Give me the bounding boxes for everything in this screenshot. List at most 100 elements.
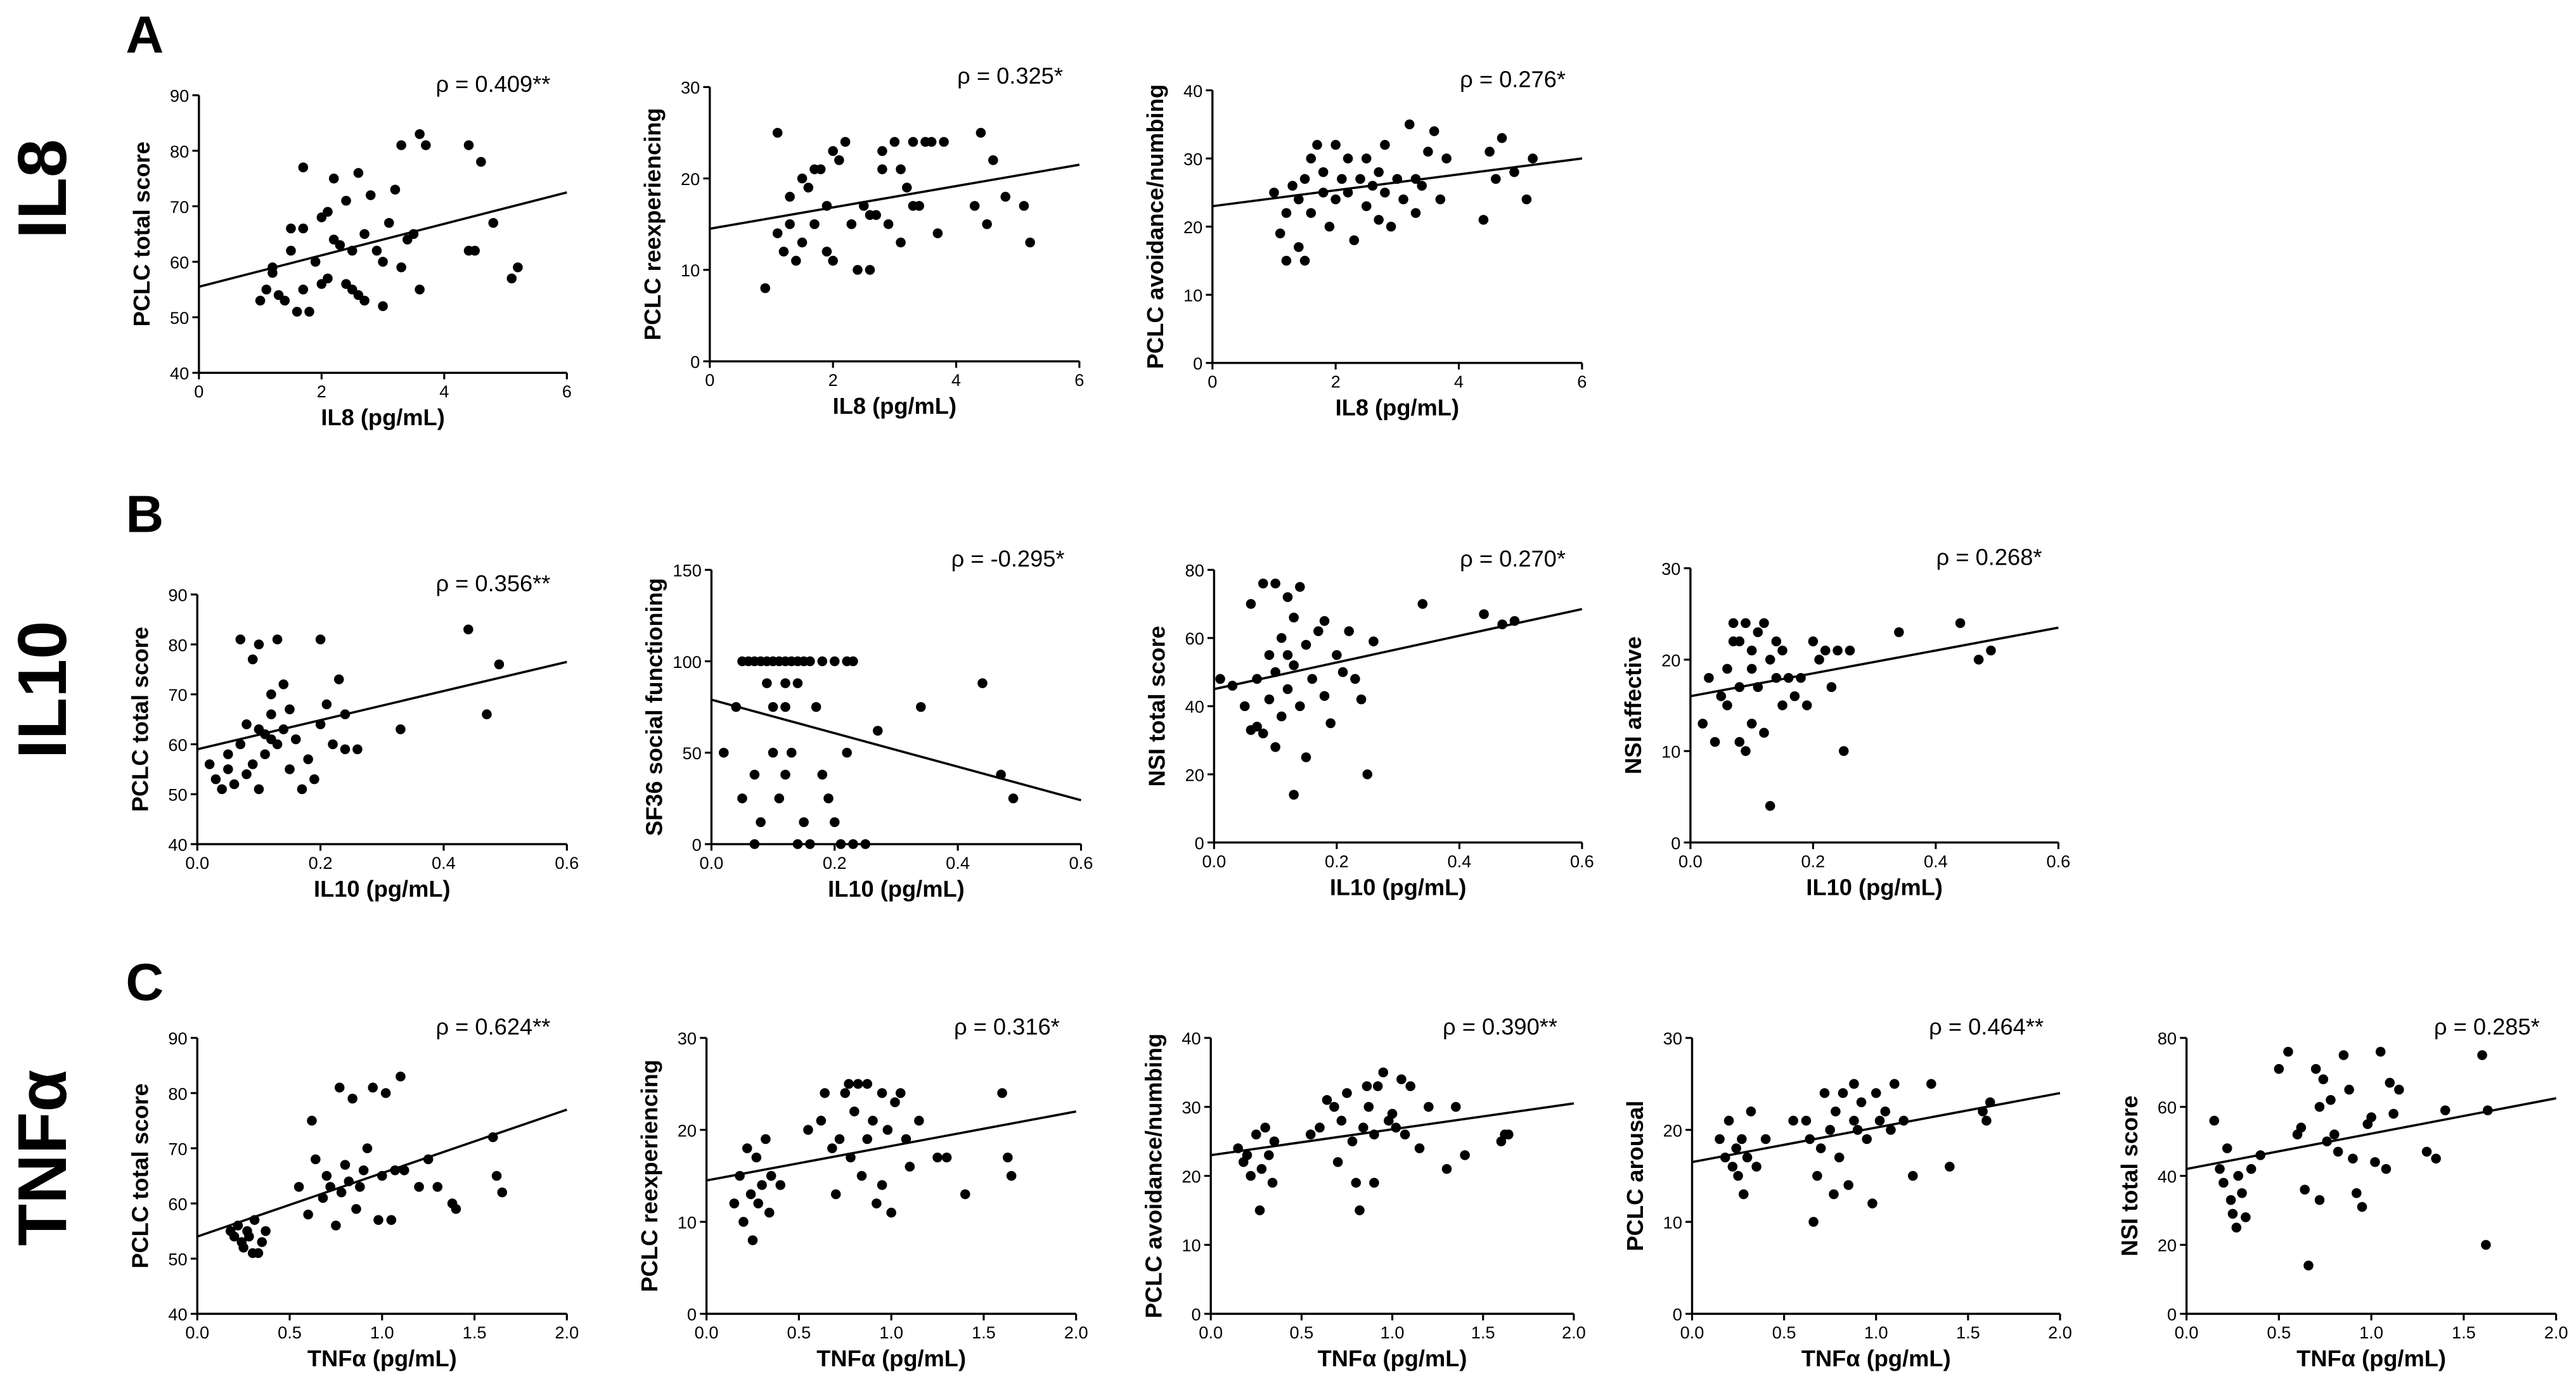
- y-tick-label: 40: [1182, 1029, 1201, 1048]
- data-point: [335, 240, 345, 250]
- data-point: [842, 747, 852, 758]
- data-point: [1355, 1205, 1365, 1215]
- data-point: [292, 307, 302, 317]
- data-point: [1299, 174, 1310, 184]
- data-point: [1215, 674, 1225, 684]
- y-tick-label: 30: [1661, 559, 1680, 579]
- data-point: [835, 839, 846, 849]
- data-point: [2329, 1129, 2340, 1139]
- data-point: [792, 839, 803, 849]
- data-point: [1722, 700, 1732, 710]
- data-point: [1350, 674, 1360, 684]
- data-point: [780, 678, 790, 688]
- data-point: [901, 1134, 911, 1144]
- data-point: [908, 137, 918, 147]
- data-point: [1332, 650, 1342, 660]
- annotation: ρ = 0.276*: [1460, 66, 1566, 92]
- data-point: [373, 1215, 383, 1225]
- chart-panel: 0.0 0.5 1.0 1.5 2.0 0 10 20 30 TNFα (pg/mL) PCLC r…: [636, 1014, 1088, 1371]
- data-point: [1319, 691, 1330, 701]
- y-tick-label: 0: [1195, 833, 1204, 853]
- data-point: [872, 1198, 882, 1208]
- data-point: [768, 747, 778, 758]
- x-tick-label: 1.5: [972, 1323, 996, 1342]
- data-point: [753, 1198, 764, 1208]
- data-point: [267, 267, 278, 278]
- data-point: [745, 1189, 756, 1200]
- data-point: [1417, 599, 1428, 609]
- data-point: [2310, 1064, 2321, 1074]
- data-point: [217, 784, 227, 795]
- chart-panel: 0.0 0.5 1.0 1.5 2.0 0 10 20 30 40 TNFα (pg/mL) PCLC…: [1140, 1014, 1585, 1371]
- y-tick-label: 50: [168, 785, 187, 805]
- y-axis-label: PCLC reexperiencing: [640, 108, 666, 340]
- trend-line: [1212, 157, 1583, 208]
- data-point: [266, 734, 276, 745]
- data-point: [834, 155, 844, 165]
- data-point: [310, 257, 321, 267]
- data-point: [1318, 167, 1329, 177]
- data-point: [2314, 1101, 2325, 1112]
- data-point: [803, 183, 814, 193]
- data-point: [768, 702, 778, 712]
- y-tick-label: 70: [168, 685, 187, 705]
- data-point: [298, 162, 309, 172]
- y-tick-label: 20: [1663, 1120, 1682, 1140]
- data-point: [1739, 1189, 1749, 1200]
- data-point: [491, 1170, 502, 1181]
- data-point: [1722, 663, 1732, 674]
- x-tick-label: 1.5: [463, 1323, 487, 1342]
- row-label: TNFα: [4, 1070, 81, 1246]
- data-point: [1361, 201, 1372, 212]
- data-point: [2303, 1260, 2314, 1271]
- chart-panel: 0.0 0.2 0.4 0.6 0 20 40 60 80 IL10 (pg/mL) NSI tot…: [1144, 546, 1594, 900]
- data-point: [1362, 1081, 1372, 1091]
- x-tick-label: 6: [1074, 370, 1084, 390]
- data-point: [1981, 1115, 1992, 1126]
- y-tick-label: 40: [168, 1305, 187, 1324]
- data-point: [1838, 1088, 1848, 1098]
- y-axis-label: PCLC avoidance/numbing: [1140, 1034, 1166, 1318]
- data-point: [2348, 1153, 2358, 1164]
- data-point: [1509, 167, 1519, 177]
- data-point: [2388, 1108, 2399, 1119]
- data-point: [932, 228, 943, 238]
- x-tick-label: 2.0: [1064, 1323, 1088, 1342]
- data-point: [1322, 1095, 1332, 1105]
- y-tick-label: 30: [1663, 1029, 1682, 1048]
- x-tick-label: 0.4: [1447, 851, 1471, 871]
- data-point: [775, 1180, 786, 1190]
- data-point: [1301, 752, 1311, 762]
- x-tick-label: 0.0: [185, 853, 209, 873]
- data-point: [828, 146, 838, 157]
- data-point: [2219, 1177, 2229, 1188]
- data-point: [1871, 1088, 1881, 1098]
- y-axis-label: PCLC avoidance/numbing: [1142, 84, 1168, 369]
- data-point: [1716, 691, 1727, 702]
- y-tick-label: 30: [1183, 149, 1202, 169]
- y-tick-label: 100: [673, 652, 701, 672]
- data-point: [1862, 1134, 1872, 1144]
- data-point: [396, 140, 406, 150]
- data-point: [1414, 1143, 1425, 1153]
- data-point: [896, 237, 906, 248]
- data-point: [1239, 701, 1250, 712]
- data-point: [849, 1106, 860, 1117]
- data-point: [304, 307, 314, 317]
- data-point: [2338, 1050, 2349, 1060]
- data-point: [803, 1125, 813, 1135]
- data-point: [1019, 201, 1029, 211]
- data-point: [229, 1231, 240, 1242]
- x-tick-label: 0.0: [699, 853, 723, 873]
- data-point: [774, 793, 785, 804]
- data-point: [272, 634, 283, 644]
- data-point: [297, 784, 307, 795]
- data-point: [749, 839, 760, 849]
- chart-panel: 0.0 0.2 0.4 0.6 0 10 20 30 IL10 (pg/mL) NSI affec…: [1620, 544, 2070, 900]
- data-point: [1330, 139, 1341, 150]
- data-point: [1521, 194, 1532, 205]
- data-point: [830, 1189, 841, 1200]
- data-point: [865, 265, 875, 275]
- data-point: [1746, 719, 1757, 729]
- data-point: [834, 1134, 845, 1144]
